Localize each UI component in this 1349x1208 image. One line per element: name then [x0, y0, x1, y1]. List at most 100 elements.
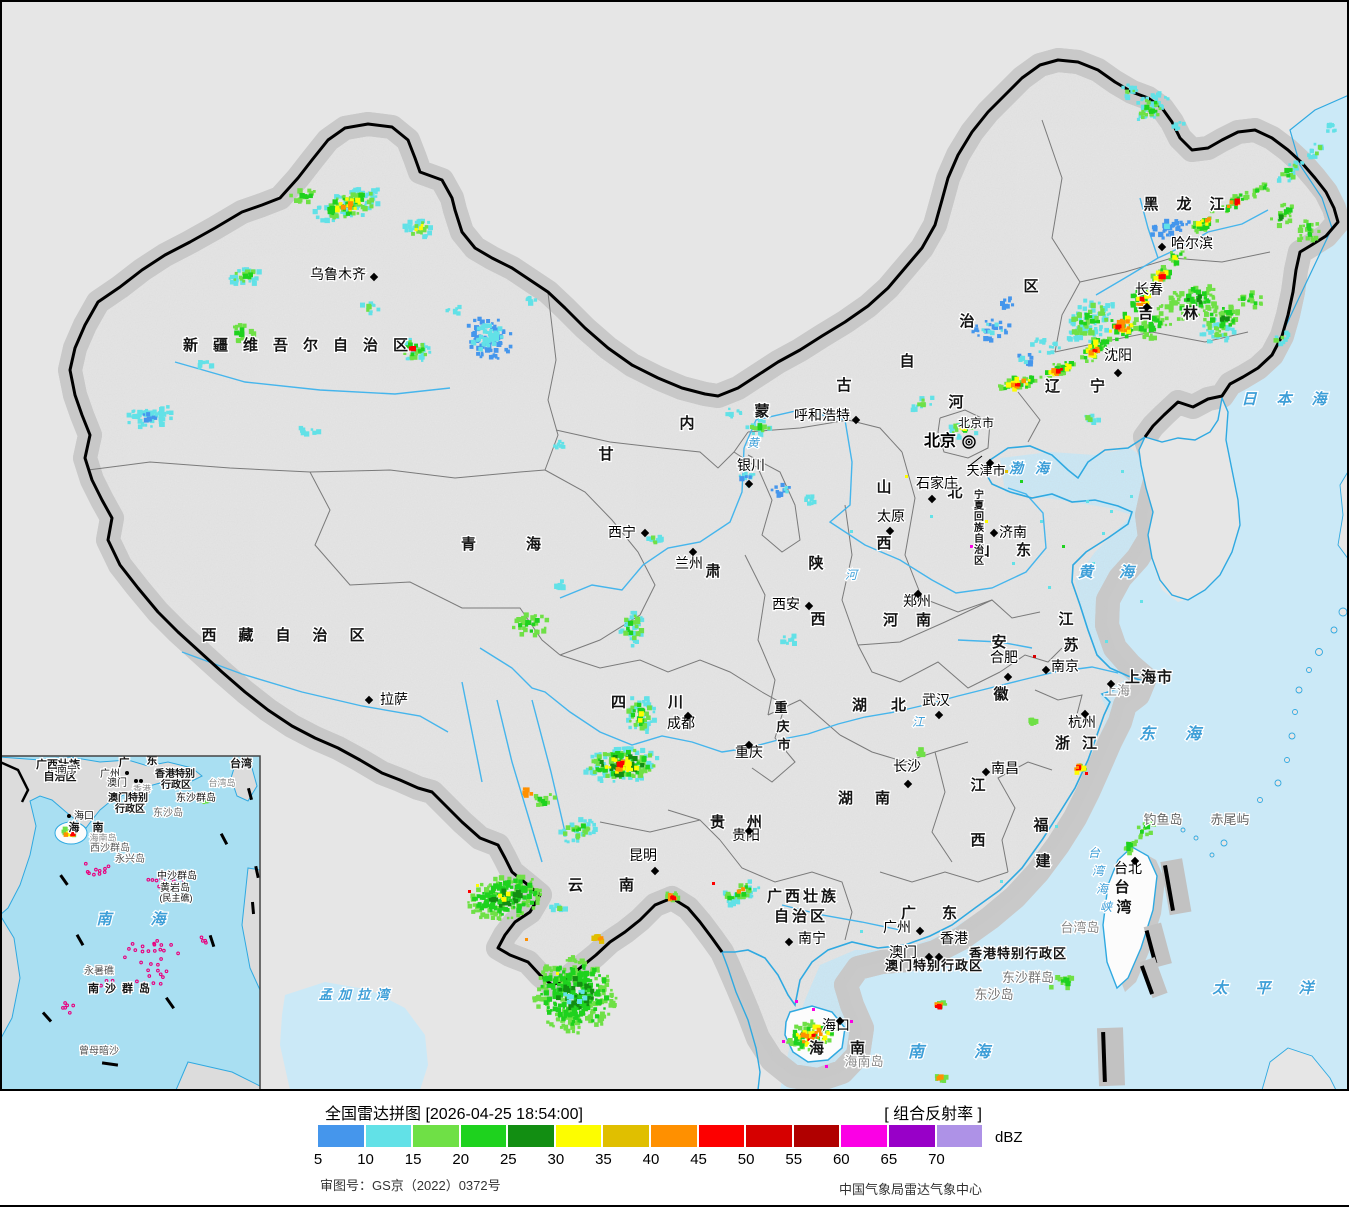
radar-echo-pixel	[599, 759, 604, 764]
radar-echo-pixel	[1030, 342, 1035, 347]
radar-echo-pixel	[496, 885, 500, 889]
reef-mark	[176, 951, 180, 956]
radar-echo-pixel	[537, 987, 541, 992]
radar-echo-pixel	[346, 197, 352, 203]
city-marker-diamond	[744, 740, 754, 750]
radar-echo-speck	[476, 884, 479, 887]
radar-echo-pixel	[745, 425, 750, 430]
radar-echo-pixel	[531, 878, 534, 881]
radar-echo-pixel	[409, 354, 415, 360]
radar-echo-pixel	[254, 276, 259, 281]
radar-echo-pixel	[1108, 312, 1111, 315]
city-marker-diamond	[985, 458, 995, 468]
radar-echo-pixel	[749, 473, 754, 478]
radar-echo-pixel	[1159, 279, 1163, 283]
radar-echo-pixel	[1144, 332, 1149, 337]
radar-echo-pixel	[1234, 202, 1238, 206]
radar-echo-pixel	[1302, 224, 1305, 228]
radar-echo-pixel	[482, 892, 485, 895]
radar-echo-pixel	[1231, 309, 1236, 314]
radar-echo-pixel	[558, 1003, 562, 1008]
radar-echo-pixel	[1155, 319, 1159, 323]
radar-echo-pixel	[484, 887, 490, 893]
radar-echo-pixel	[646, 702, 652, 708]
radar-echo-pixel	[1144, 293, 1150, 299]
radar-echo-pixel	[1190, 287, 1196, 292]
radar-echo-pixel	[651, 717, 657, 723]
radar-echo-pixel	[1190, 305, 1195, 310]
radar-echo-pixel	[516, 884, 521, 889]
reef-mark	[94, 867, 98, 872]
radar-echo-pixel	[1057, 978, 1061, 982]
radar-echo-pixel	[1088, 330, 1094, 336]
radar-echo-pixel	[533, 298, 538, 302]
radar-echo-pixel	[1193, 302, 1198, 306]
radar-echo-pixel	[501, 913, 504, 916]
radar-echo-pixel	[206, 797, 211, 802]
radar-echo-pixel	[621, 746, 625, 750]
radar-echo-pixel	[503, 906, 508, 912]
radar-echo-pixel	[1192, 225, 1196, 229]
radar-echo-pixel	[523, 793, 529, 798]
radar-echo-pixel	[1282, 212, 1287, 218]
inset-label: 南	[96, 911, 114, 928]
radar-echo-pixel	[1209, 312, 1214, 317]
radar-echo-pixel	[1170, 236, 1174, 239]
radar-echo-pixel	[405, 357, 409, 361]
city-marker-diamond	[369, 272, 379, 282]
radar-echo-pixel	[501, 897, 505, 901]
radar-echo-pixel	[1309, 148, 1314, 154]
radar-echo-pixel	[197, 363, 203, 368]
radar-echo-pixel	[233, 278, 237, 281]
radar-echo-pixel	[1147, 313, 1150, 316]
radar-echo-speck	[850, 530, 853, 533]
radar-echo-pixel	[622, 752, 627, 757]
radar-echo-pixel	[628, 775, 633, 780]
radar-echo-pixel	[1068, 361, 1074, 367]
map-canvas[interactable]: 黑龙江吉林辽宁新疆维吾尔自治区西藏自治区青海四川云南贵州湖南湖北河南山东广东海南…	[0, 0, 1349, 1091]
radar-echo-pixel	[594, 1022, 599, 1027]
radar-echo-pixel	[508, 344, 513, 349]
radar-echo-pixel	[531, 906, 536, 910]
radar-echo-pixel	[1179, 252, 1183, 256]
radar-echo-pixel	[639, 617, 645, 623]
radar-echo-pixel	[1083, 356, 1088, 360]
radar-echo-pixel	[632, 756, 638, 762]
radar-echo-pixel	[547, 966, 552, 971]
radar-echo-pixel	[634, 639, 639, 644]
radar-echo-pixel	[1024, 377, 1029, 381]
radar-echo-pixel	[507, 902, 512, 907]
radar-echo-pixel	[603, 998, 608, 1004]
radar-echo-pixel	[336, 202, 340, 206]
radar-echo-pixel	[418, 230, 423, 234]
radar-echo-speck	[1130, 495, 1133, 498]
radar-echo-pixel	[1250, 296, 1254, 300]
radar-echo-pixel	[641, 757, 646, 762]
radar-echo-pixel	[1199, 226, 1204, 231]
city-marker-diamond	[1157, 242, 1167, 252]
radar-echo-pixel	[1148, 107, 1152, 110]
radar-echo-speck	[1092, 562, 1095, 565]
radar-echo-pixel	[159, 412, 164, 418]
radar-echo-pixel	[155, 412, 159, 416]
radar-echo-pixel	[1276, 178, 1282, 183]
city-label: 合肥	[990, 649, 1018, 665]
radar-echo-pixel	[793, 1041, 798, 1045]
radar-echo-pixel	[727, 895, 732, 901]
reef-mark	[135, 979, 139, 984]
radar-echo-pixel	[349, 214, 353, 218]
radar-echo-pixel	[1222, 307, 1225, 310]
reflectivity-color-bar	[318, 1125, 985, 1147]
radar-echo-pixel	[1084, 312, 1089, 317]
inset-label: 行政区	[114, 802, 145, 815]
radar-echo-pixel	[578, 970, 582, 973]
radar-echo-pixel	[636, 723, 640, 727]
radar-echo-pixel	[512, 892, 518, 898]
inset-label: 西沙群岛	[90, 841, 130, 854]
city-label: 西宁	[608, 524, 636, 540]
radar-echo-pixel	[1195, 289, 1201, 295]
radar-echo-pixel	[1191, 299, 1196, 305]
radar-echo-pixel	[572, 958, 577, 963]
radar-echo-pixel	[743, 469, 747, 473]
